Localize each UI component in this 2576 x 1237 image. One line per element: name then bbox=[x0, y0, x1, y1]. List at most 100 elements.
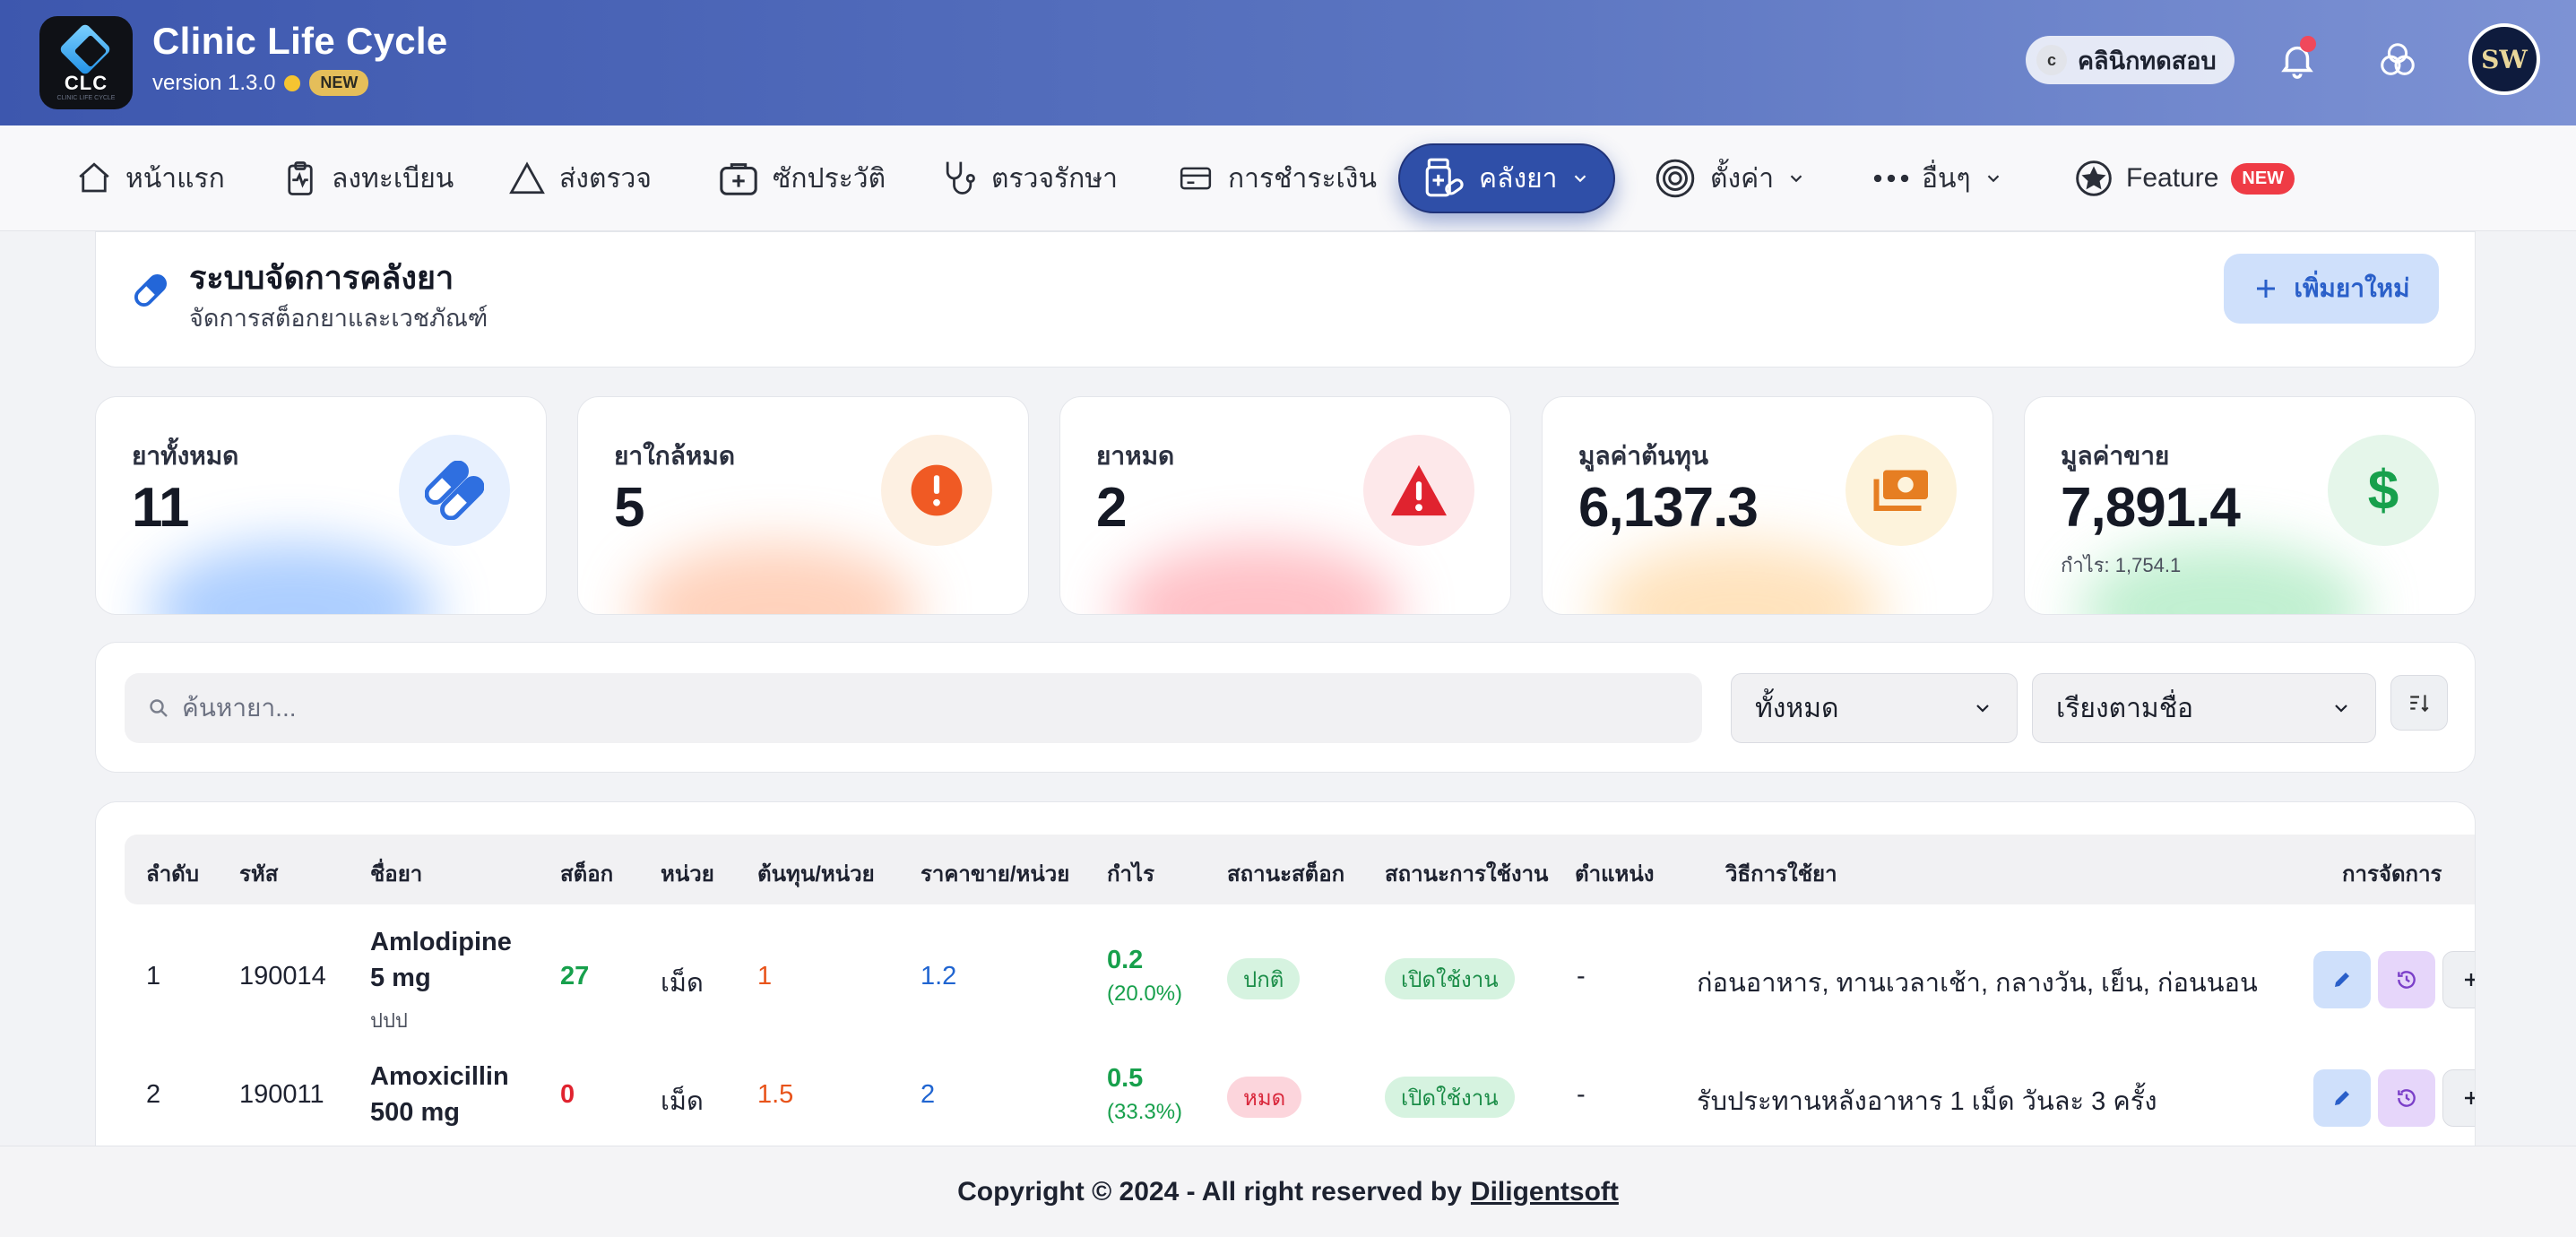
user-avatar[interactable]: SW bbox=[2468, 23, 2540, 95]
category-select[interactable]: ทั้งหมด bbox=[1731, 673, 2018, 743]
cell-dose: 5 mg bbox=[370, 964, 431, 992]
clinic-initial: c bbox=[2036, 45, 2067, 75]
credit-card-icon bbox=[1180, 167, 1212, 190]
cell-dose: 500 mg bbox=[370, 1098, 460, 1127]
theme-circles-icon[interactable] bbox=[2377, 39, 2418, 81]
nav-item-history[interactable]: ซักประวัติ bbox=[717, 143, 886, 213]
copyright-text: Copyright © 2024 - All right reserved by bbox=[957, 1176, 1462, 1207]
nav-item-home[interactable]: หน้าแรก bbox=[75, 143, 225, 213]
notification-bell-icon[interactable] bbox=[2277, 36, 2318, 81]
plus-icon bbox=[2257, 280, 2276, 298]
nav-item-settings[interactable]: ตั้งค่า bbox=[1653, 143, 1806, 213]
nav-label: อื่นๆ bbox=[1922, 163, 1971, 194]
pencil-icon bbox=[2335, 1091, 2349, 1105]
cell-unit: เม็ด bbox=[661, 1087, 704, 1116]
cell-profit: 0.5 bbox=[1107, 1064, 1144, 1093]
history-icon bbox=[2398, 971, 2416, 989]
nav-item-register[interactable]: ลงทะเบียน bbox=[281, 143, 454, 213]
filter-bar: ค้นหายา... ทั้งหมด เรียงตามชื่อ bbox=[95, 642, 2476, 773]
chevron-down-icon bbox=[1790, 175, 1802, 183]
plus-icon bbox=[2465, 973, 2475, 986]
app-logo[interactable]: CLC CLINIC LIFE CYCLE bbox=[39, 16, 133, 109]
col-header: ต้นทุน/หน่วย bbox=[757, 862, 875, 887]
nav-item-feature[interactable]: Feature NEW bbox=[2074, 143, 2295, 213]
nav-label: ตั้งค่า bbox=[1710, 163, 1775, 194]
stock-status-badge: ปกติ bbox=[1227, 958, 1301, 999]
history-button[interactable] bbox=[2378, 951, 2435, 1008]
alert-circle-icon bbox=[881, 435, 992, 546]
stat-card-low-stock: ยาใกล้หมด 5 bbox=[577, 396, 1029, 615]
nav-label: Feature bbox=[2126, 163, 2219, 193]
more-icon bbox=[1873, 174, 1909, 183]
cell-code: 190011 bbox=[239, 1080, 324, 1109]
table-header: ลำดับ รหัส ชื่อยา สต็อก หน่วย ต้นทุน/หน่… bbox=[125, 835, 2475, 904]
cell-profit-pct: (20.0%) bbox=[1107, 982, 1183, 1006]
cell-location: - bbox=[1577, 962, 1586, 990]
nav-label: หน้าแรก bbox=[125, 163, 225, 194]
sort-order-button[interactable] bbox=[2390, 675, 2448, 731]
stat-card-sale-value: มูลค่าขาย 7,891.4 กำไร: 1,754.1 $ bbox=[2024, 396, 2476, 615]
chevron-down-icon bbox=[1987, 175, 1999, 183]
stat-card-cost-value: มูลค่าต้นทุน 6,137.3 bbox=[1542, 396, 1993, 615]
use-status-badge: เปิดใช้งาน bbox=[1385, 1077, 1515, 1118]
company-link[interactable]: Diligentsoft bbox=[1470, 1176, 1619, 1207]
cell-no: 1 bbox=[146, 962, 161, 990]
stat-value: 11 bbox=[132, 477, 190, 539]
add-medicine-button[interactable]: เพิ่มยาใหม่ bbox=[2224, 254, 2439, 324]
stat-value: 2 bbox=[1096, 477, 1127, 539]
col-header: ลำดับ bbox=[146, 862, 200, 887]
more-actions-button[interactable] bbox=[2442, 951, 2475, 1008]
money-bill-icon bbox=[1846, 435, 1957, 546]
nav-item-pharmacy[interactable]: คลังยา bbox=[1398, 143, 1615, 213]
use-status-badge: เปิดใช้งาน bbox=[1385, 958, 1515, 999]
home-icon bbox=[79, 162, 109, 193]
cell-stock: 27 bbox=[560, 962, 590, 990]
search-input[interactable]: ค้นหายา... bbox=[125, 673, 1702, 743]
cell-name: Amoxicillin bbox=[370, 1062, 509, 1091]
medicine-table: ลำดับ รหัส ชื่อยา สต็อก หน่วย ต้นทุน/หน่… bbox=[95, 801, 2476, 1214]
main-nav: หน้าแรก ลงทะเบียน ส่งตรวจ ซักประวัติ ตรว… bbox=[0, 125, 2576, 231]
nav-item-send-exam[interactable]: ส่งตรวจ bbox=[507, 143, 652, 213]
gear-icon bbox=[1655, 159, 1695, 198]
cell-location: - bbox=[1577, 1080, 1586, 1109]
category-value: ทั้งหมด bbox=[1755, 693, 1839, 723]
logo-subtext: CLINIC LIFE CYCLE bbox=[56, 95, 116, 101]
nav-item-treatment[interactable]: ตรวจรักษา bbox=[939, 143, 1118, 213]
sort-select[interactable]: เรียงตามชื่อ bbox=[2032, 673, 2376, 743]
cell-usage: รับประทานหลังอาหาร 1 เม็ด วันละ 3 ครั้ง bbox=[1697, 1087, 2157, 1116]
cell-price: 2 bbox=[921, 1080, 936, 1109]
edit-button[interactable] bbox=[2313, 1069, 2371, 1127]
col-header: วิธีการใช้ยา bbox=[1725, 862, 1837, 887]
chevron-down-icon bbox=[2335, 705, 2347, 713]
edit-button[interactable] bbox=[2313, 951, 2371, 1008]
cell-no: 2 bbox=[146, 1080, 161, 1109]
more-actions-button[interactable] bbox=[2442, 1069, 2475, 1127]
nav-item-payment[interactable]: การชำระเงิน bbox=[1176, 143, 1377, 213]
stat-card-total: ยาทั้งหมด 11 bbox=[95, 396, 547, 615]
cell-cost: 1.5 bbox=[757, 1080, 794, 1109]
stat-label: มูลค่าต้นทุน bbox=[1578, 442, 1708, 470]
stethoscope-icon bbox=[946, 161, 975, 195]
col-header: ราคาขาย/หน่วย bbox=[921, 862, 1070, 887]
triangle-icon bbox=[509, 161, 545, 195]
stat-card-out-of-stock: ยาหมด 2 bbox=[1059, 396, 1511, 615]
logo-text: CLC bbox=[64, 72, 108, 94]
nav-label: ส่งตรวจ bbox=[559, 163, 652, 194]
chevron-down-icon bbox=[1976, 705, 1989, 713]
history-button[interactable] bbox=[2378, 1069, 2435, 1127]
cell-unit: เม็ด bbox=[661, 969, 704, 998]
col-header: หน่วย bbox=[661, 862, 714, 887]
nav-label: คลังยา bbox=[1479, 163, 1558, 194]
col-header: ตำแหน่ง bbox=[1575, 862, 1655, 887]
nav-label: ตรวจรักษา bbox=[991, 163, 1118, 194]
col-header: สถานะการใช้งาน bbox=[1385, 862, 1549, 887]
cell-profit-pct: (33.3%) bbox=[1107, 1100, 1183, 1124]
stat-label: มูลค่าขาย bbox=[2061, 442, 2170, 470]
stat-value: 6,137.3 bbox=[1578, 477, 1759, 539]
nav-item-more[interactable]: อื่นๆ bbox=[1873, 143, 2003, 213]
top-bar: CLC CLINIC LIFE CYCLE Clinic Life Cycle … bbox=[0, 0, 2576, 125]
feature-new-badge: NEW bbox=[2231, 162, 2295, 195]
clinic-selector[interactable]: c คลินิกทดสอบ bbox=[2026, 36, 2235, 84]
version-new-badge: NEW bbox=[309, 70, 369, 96]
cell-code: 190014 bbox=[239, 962, 326, 990]
